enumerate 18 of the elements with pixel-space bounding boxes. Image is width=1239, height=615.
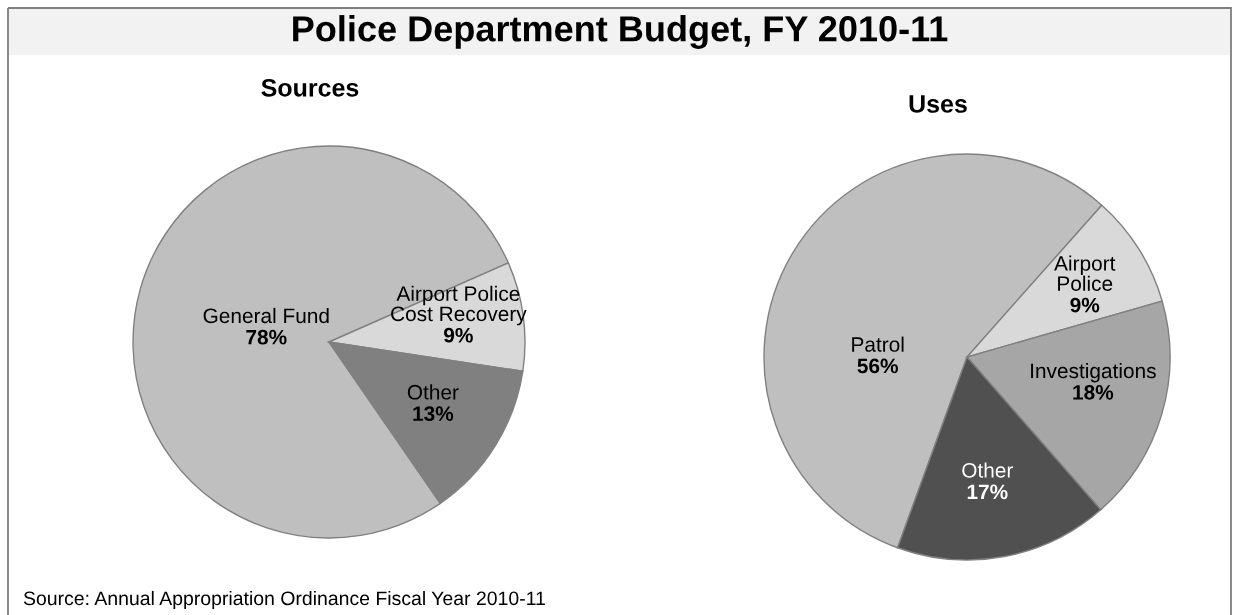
chart-title: Sources xyxy=(261,78,359,97)
slice-label: Other xyxy=(407,384,459,400)
chart-title: Uses xyxy=(909,95,967,113)
slice-label: General Fund xyxy=(203,307,329,324)
data-label: 18% xyxy=(1073,384,1114,400)
data-label: 9% xyxy=(1070,297,1100,313)
slice-label: Airport Police Cost Recovery xyxy=(391,285,527,326)
data-label: 13% xyxy=(413,406,454,422)
slice-label: Airport Police xyxy=(1054,255,1116,291)
data-label: 78% xyxy=(246,329,287,345)
slice-label: Patrol xyxy=(852,336,904,352)
data-label: 9% xyxy=(444,327,473,343)
text: Police Department Budget, FY 2010-11 xyxy=(293,15,948,49)
source-note: Source: Annual Appropriation Ordinance Fiscal Year 2010-11 xyxy=(23,590,545,610)
data-label: 56% xyxy=(857,358,898,374)
data-label: 17% xyxy=(967,484,1008,500)
slice-label: Investigations xyxy=(1031,362,1156,383)
slice-label: Other xyxy=(962,462,1014,478)
